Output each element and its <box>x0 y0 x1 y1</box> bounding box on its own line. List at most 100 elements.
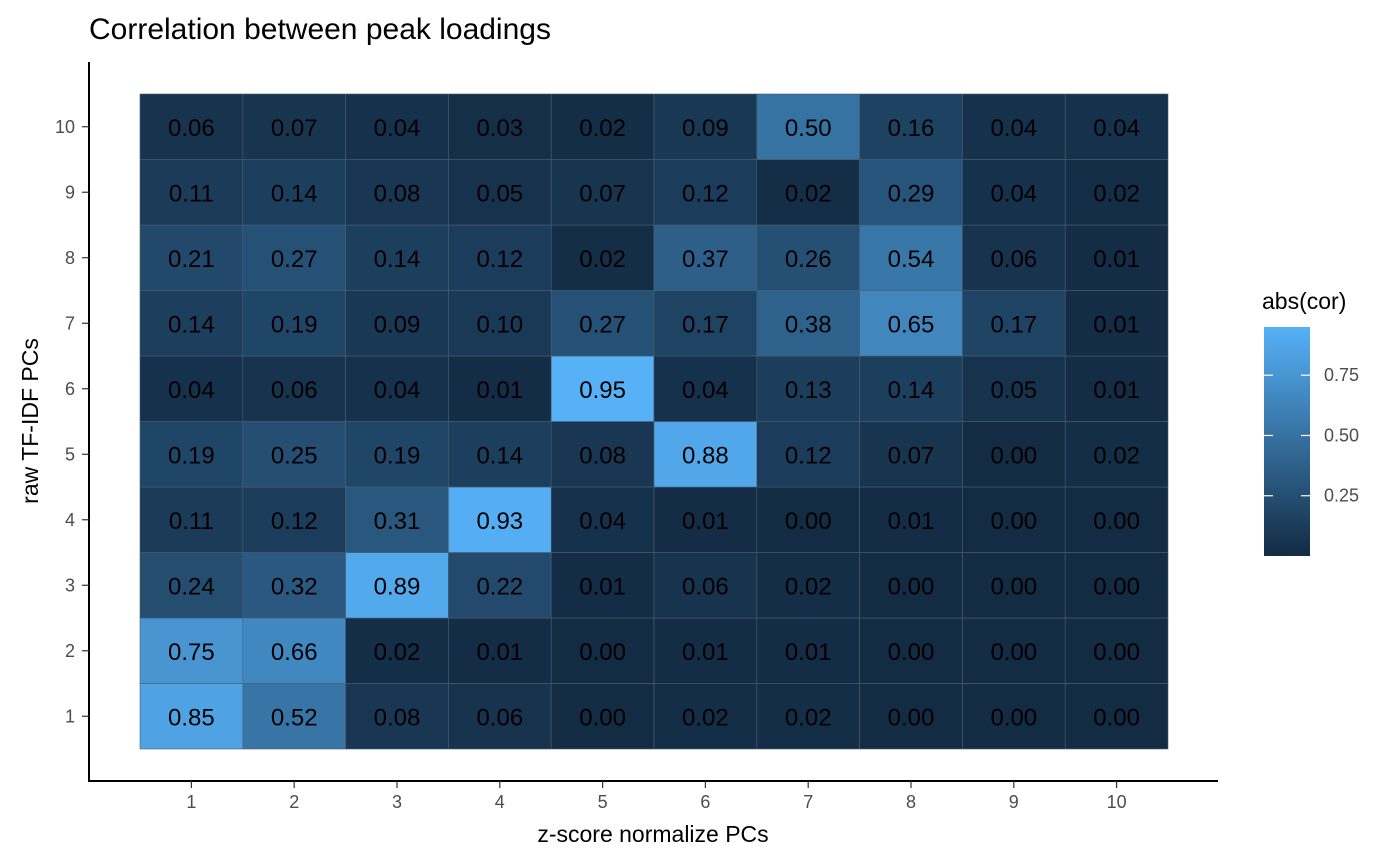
heatmap-cell <box>139 486 244 553</box>
y-tick-label: 10 <box>55 117 75 137</box>
heatmap-cell <box>756 224 860 291</box>
cell-value-label: 0.75 <box>168 639 215 666</box>
cell-value-label: 0.88 <box>682 442 729 469</box>
cell-value-label: 0.37 <box>682 246 729 273</box>
cell-value-label: 0.09 <box>682 115 729 142</box>
y-tick-label: 7 <box>65 313 75 333</box>
heatmap-cell <box>653 159 758 226</box>
heatmap-cell <box>756 159 860 226</box>
cell-value-label: 0.01 <box>476 377 523 404</box>
heatmap-cell <box>1064 355 1169 422</box>
heatmap-cell <box>448 355 552 422</box>
heatmap-cell <box>139 683 244 750</box>
cell-value-label: 0.10 <box>476 311 523 338</box>
heatmap-cell <box>550 617 655 684</box>
heatmap-cell <box>962 486 1066 553</box>
x-tick-label: 2 <box>289 792 299 812</box>
cell-value-label: 0.25 <box>271 442 318 469</box>
heatmap-cell <box>242 421 346 488</box>
heatmap-cell <box>962 93 1066 160</box>
heatmap-cell <box>139 552 244 619</box>
heatmap-cell <box>550 159 655 226</box>
legend-colorbar <box>1264 327 1310 556</box>
cell-value-label: 0.00 <box>1093 639 1140 666</box>
cell-value-label: 0.54 <box>888 246 935 273</box>
heatmap-cell <box>962 355 1066 422</box>
cell-value-label: 0.04 <box>990 180 1037 207</box>
cell-value-label: 0.32 <box>271 573 318 600</box>
heatmap-cell <box>550 486 655 553</box>
heatmap-cell <box>550 421 655 488</box>
cell-value-label: 0.12 <box>785 442 832 469</box>
heatmap-cell-labels: 0.85 0.52 0.08 0.06 0.00 0.02 0.02 0.00 0.00 0.00… <box>168 115 1140 732</box>
heatmap-cell <box>550 552 655 619</box>
cell-value-label: 0.04 <box>990 115 1037 142</box>
cell-value-label: 0.06 <box>990 246 1037 273</box>
heatmap-cell <box>1064 159 1169 226</box>
heatmap-cell <box>345 617 449 684</box>
heatmap-cell <box>653 617 758 684</box>
heatmap-cell <box>962 159 1066 226</box>
heatmap-cell <box>345 355 449 422</box>
cell-value-label: 0.09 <box>374 311 421 338</box>
cell-value-label: 0.01 <box>1093 311 1140 338</box>
cell-value-label: 0.19 <box>271 311 318 338</box>
heatmap-cell <box>653 93 758 160</box>
heatmap-cell <box>756 552 860 619</box>
cell-value-label: 0.21 <box>168 246 215 273</box>
heatmap-cell <box>345 93 449 160</box>
cell-value-label: 0.04 <box>1093 115 1140 142</box>
cell-value-label: 0.93 <box>476 508 523 535</box>
cell-value-label: 0.22 <box>476 573 523 600</box>
heatmap-cell <box>345 224 449 291</box>
cell-value-label: 0.05 <box>990 377 1037 404</box>
heatmap-cell <box>653 683 758 750</box>
heatmap-cell <box>962 224 1066 291</box>
cell-value-label: 0.27 <box>579 311 626 338</box>
cell-value-label: 0.12 <box>476 246 523 273</box>
heatmap-cell <box>448 224 552 291</box>
x-tick-label: 9 <box>1009 792 1019 812</box>
cell-value-label: 0.29 <box>888 180 935 207</box>
cell-value-label: 0.14 <box>374 246 421 273</box>
cell-value-label: 0.17 <box>990 311 1037 338</box>
cell-value-label: 0.08 <box>374 180 421 207</box>
cell-value-label: 0.02 <box>785 573 832 600</box>
heatmap-cell <box>756 355 860 422</box>
heatmap-cell <box>756 290 860 357</box>
legend-tick-label: 0.25 <box>1324 486 1359 506</box>
cell-value-label: 0.85 <box>168 704 215 731</box>
heatmap-cell <box>139 93 244 160</box>
heatmap-cell <box>1064 93 1169 160</box>
x-tick-label: 3 <box>392 792 402 812</box>
heatmap-cell <box>756 93 860 160</box>
legend: abs(cor) 0.25 0.50 0.75 <box>1262 288 1359 556</box>
cell-value-label: 0.00 <box>990 639 1037 666</box>
heatmap-cell <box>1064 224 1169 291</box>
cell-value-label: 0.07 <box>271 115 318 142</box>
y-tick-label: 6 <box>65 379 75 399</box>
cell-value-label: 0.19 <box>374 442 421 469</box>
heatmap-cell <box>962 683 1066 750</box>
heatmap-cell <box>859 159 963 226</box>
cell-value-label: 0.31 <box>374 508 421 535</box>
x-axis-ticks: 1 2 3 4 5 6 7 8 9 10 <box>186 781 1127 812</box>
cell-value-label: 0.07 <box>888 442 935 469</box>
cell-value-label: 0.07 <box>579 180 626 207</box>
cell-value-label: 0.65 <box>888 311 935 338</box>
heatmap-cell <box>756 486 860 553</box>
heatmap-cell <box>1064 486 1169 553</box>
heatmap-cell <box>242 224 346 291</box>
heatmap-cell <box>859 290 963 357</box>
heatmap-cell <box>448 93 552 160</box>
cell-value-label: 0.02 <box>374 639 421 666</box>
cell-value-label: 0.00 <box>1093 573 1140 600</box>
cell-value-label: 0.00 <box>990 508 1037 535</box>
cell-value-label: 0.01 <box>785 639 832 666</box>
cell-value-label: 0.11 <box>169 508 214 535</box>
cell-value-label: 0.52 <box>271 704 318 731</box>
heatmap-cell <box>1064 290 1169 357</box>
cell-value-label: 0.00 <box>990 442 1037 469</box>
heatmap-cell <box>448 159 552 226</box>
